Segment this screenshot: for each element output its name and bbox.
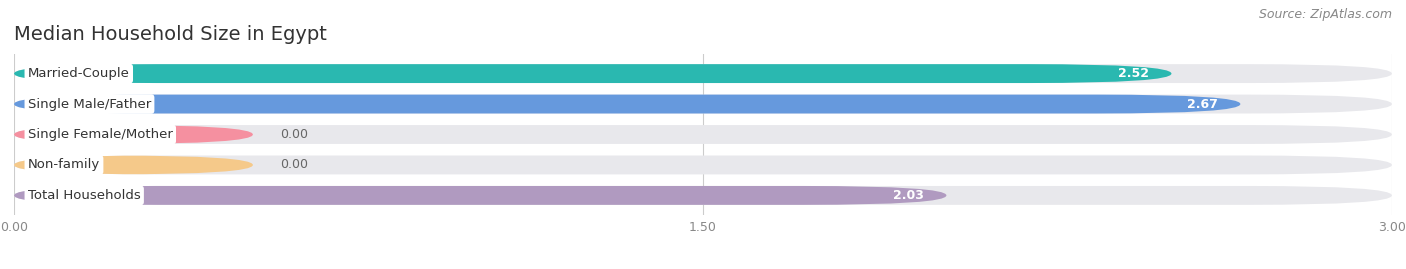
Text: Source: ZipAtlas.com: Source: ZipAtlas.com (1258, 8, 1392, 21)
FancyBboxPatch shape (14, 125, 1392, 144)
FancyBboxPatch shape (14, 186, 946, 205)
FancyBboxPatch shape (14, 155, 253, 174)
Text: Non-family: Non-family (28, 158, 100, 171)
FancyBboxPatch shape (14, 64, 1171, 83)
Text: Married-Couple: Married-Couple (28, 67, 129, 80)
Text: 2.52: 2.52 (1118, 67, 1149, 80)
Text: Single Female/Mother: Single Female/Mother (28, 128, 173, 141)
Text: 0.00: 0.00 (280, 158, 308, 171)
FancyBboxPatch shape (14, 64, 1392, 83)
FancyBboxPatch shape (14, 95, 1392, 114)
Text: 0.00: 0.00 (280, 128, 308, 141)
Text: Total Households: Total Households (28, 189, 141, 202)
Text: 2.03: 2.03 (893, 189, 924, 202)
Text: Median Household Size in Egypt: Median Household Size in Egypt (14, 25, 328, 44)
Text: Single Male/Father: Single Male/Father (28, 98, 150, 111)
Text: 2.67: 2.67 (1187, 98, 1218, 111)
FancyBboxPatch shape (14, 125, 253, 144)
FancyBboxPatch shape (14, 95, 1240, 114)
FancyBboxPatch shape (14, 186, 1392, 205)
FancyBboxPatch shape (14, 155, 1392, 174)
